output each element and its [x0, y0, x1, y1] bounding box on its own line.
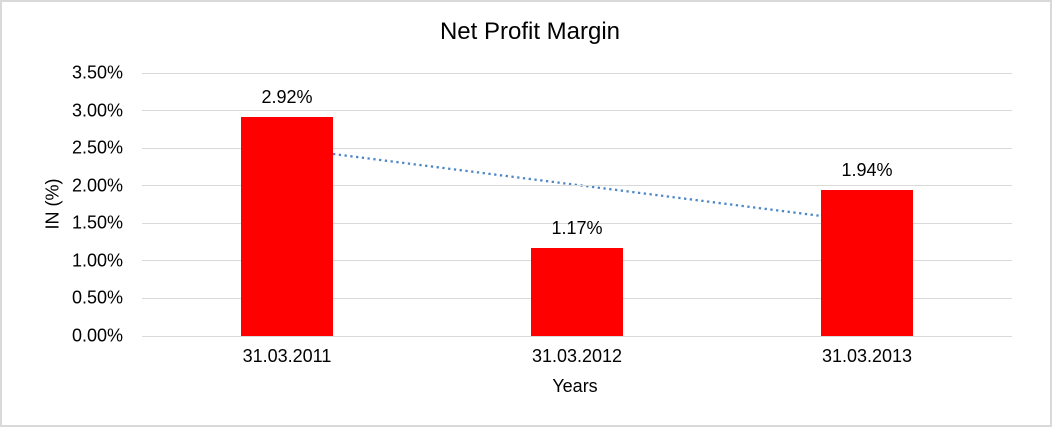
x-axis-tick-label: 31.03.2013	[821, 346, 913, 366]
y-axis-tick-label: 1.50%	[71, 212, 123, 233]
plot-area: 2.92% 1.17% 1.94%	[142, 72, 1012, 337]
bar	[821, 190, 913, 336]
y-axis-tick-label: 3.50%	[71, 62, 123, 83]
bar-value-label: 1.94%	[841, 160, 893, 181]
x-axis-tick-label: 31.03.2012	[531, 346, 623, 366]
gridline	[142, 222, 1012, 224]
chart-title: Net Profit Margin	[439, 18, 621, 45]
gridline	[142, 72, 1012, 74]
y-axis-tick-label: 2.50%	[71, 137, 123, 158]
bar-value-label: 2.92%	[261, 86, 313, 107]
bar	[531, 248, 623, 336]
gridline	[142, 335, 1012, 337]
y-axis-tick-label: 2.00%	[71, 175, 123, 196]
gridline	[142, 110, 1012, 112]
y-axis-tick-label: 0.50%	[71, 287, 123, 308]
gridline	[142, 185, 1012, 187]
y-axis-tick-label: 0.00%	[71, 325, 123, 346]
gridline	[142, 147, 1012, 149]
y-axis-tick-label: 3.00%	[71, 100, 123, 121]
bar	[241, 116, 333, 336]
x-axis-tick-label: 31.03.2011	[242, 346, 332, 366]
bar-value-label: 1.17%	[551, 218, 603, 239]
x-axis-title: Years	[552, 376, 598, 396]
y-axis-tick-label: 1.00%	[71, 250, 123, 271]
